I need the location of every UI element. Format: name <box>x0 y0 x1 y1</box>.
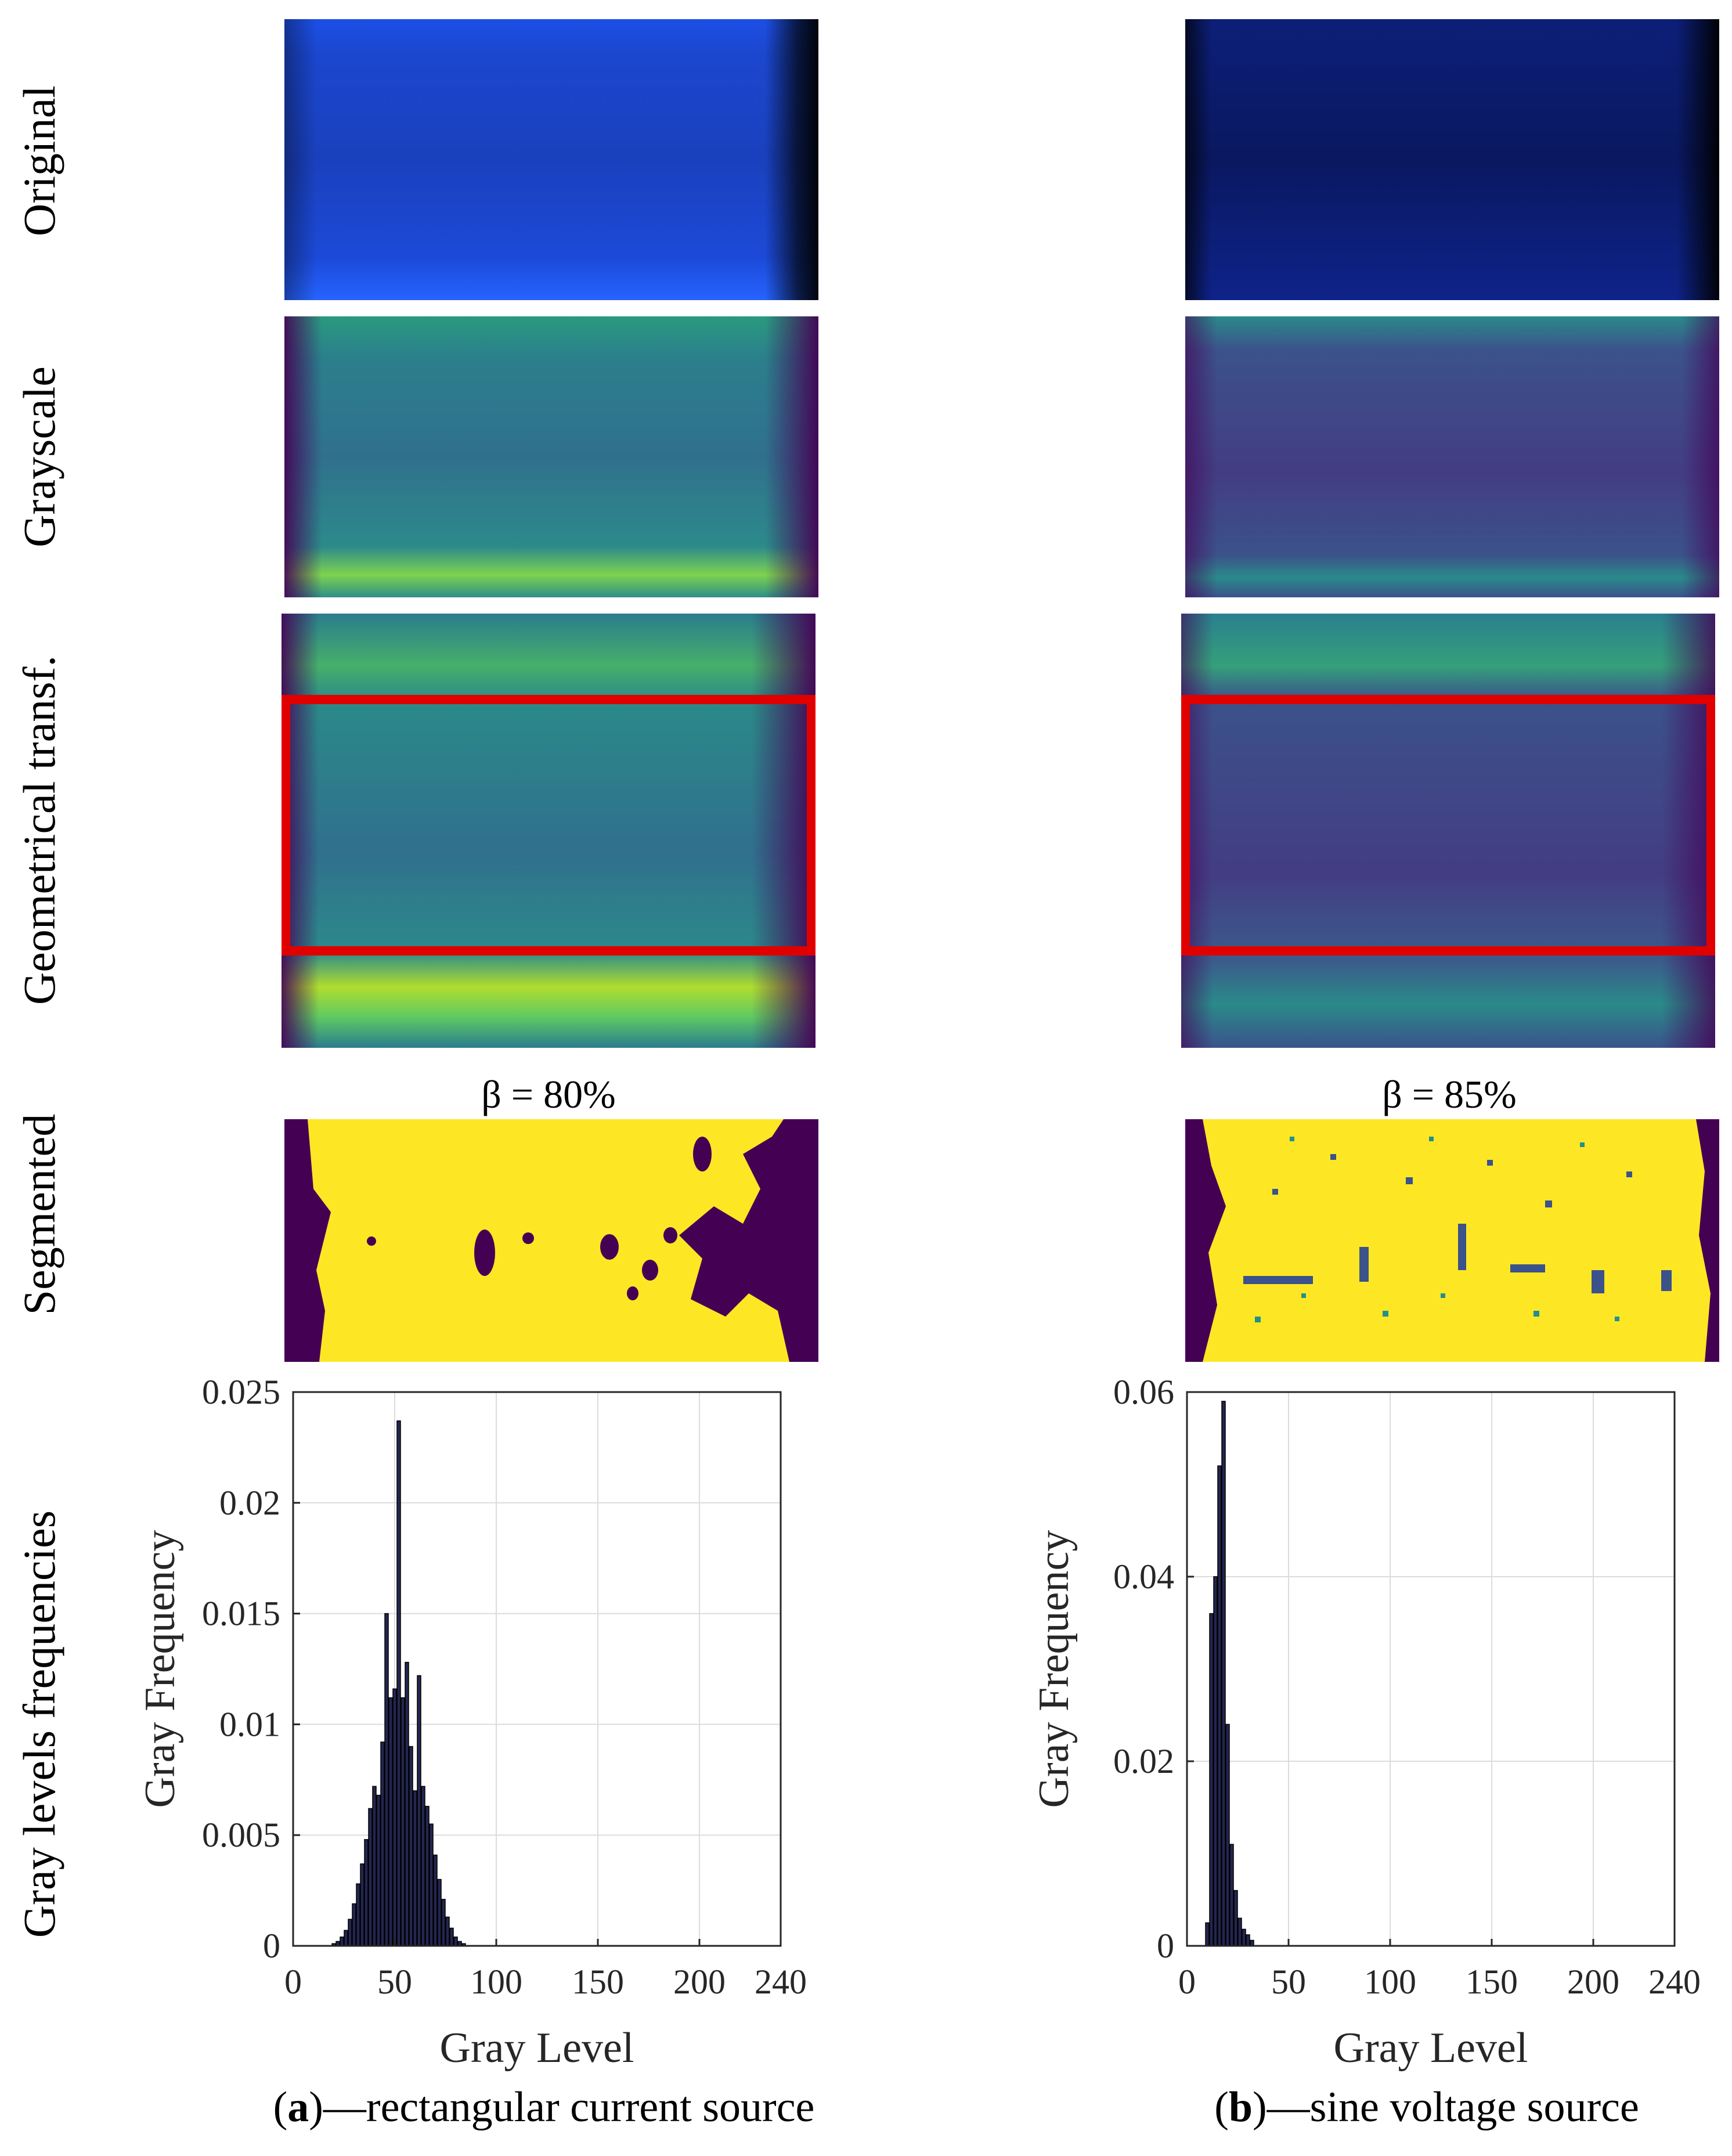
x-tick-label-b: 150 <box>1466 1963 1518 2001</box>
bar-b <box>1237 1917 1242 1946</box>
x-tick-label-b: 100 <box>1364 1963 1416 2001</box>
bar-a <box>425 1805 430 1946</box>
bar-a <box>360 1863 365 1946</box>
bar-a <box>376 1794 381 1946</box>
bar-b <box>1242 1928 1246 1946</box>
y-tick-label-b: 0.06 <box>1113 1373 1174 1411</box>
caption-b-text: —sine voltage source <box>1266 2083 1639 2131</box>
grayscale-image-a <box>284 316 818 597</box>
bar-b <box>1209 1613 1214 1946</box>
y-tick-label-a: 0.025 <box>202 1373 280 1411</box>
bar-a <box>421 1786 425 1946</box>
original-image-b <box>1185 19 1719 300</box>
bar-a <box>396 1420 401 1946</box>
x-axis-label-a: Gray Level <box>440 2024 634 2072</box>
y-tick-label-a: 0 <box>263 1927 280 1965</box>
bar-b <box>1233 1890 1238 1946</box>
bar-a <box>388 1697 393 1946</box>
bar-a <box>405 1661 409 1946</box>
x-tick-label-b: 50 <box>1271 1963 1306 2001</box>
original-image-a <box>284 19 818 300</box>
beta-label-b: β = 85% <box>1382 1072 1517 1116</box>
x-tick-label-a: 0 <box>284 1963 302 2001</box>
bar-a <box>400 1697 405 1946</box>
y-tick-label-b: 0.04 <box>1113 1557 1174 1596</box>
x-tick-label-a: 100 <box>470 1963 522 2001</box>
bar-a <box>368 1808 373 1946</box>
bar-a <box>433 1854 438 1946</box>
bar-b <box>1205 1922 1210 1946</box>
y-tick-label-b: 0 <box>1157 1927 1174 1965</box>
bar-a <box>441 1899 446 1946</box>
bar-a <box>449 1927 454 1946</box>
bar-a <box>340 1936 344 1946</box>
axes-box-b <box>1186 1391 1676 1947</box>
geometrical-transform-image-b <box>1181 614 1715 1048</box>
bar-a <box>348 1919 352 1946</box>
bar-b <box>1246 1934 1250 1946</box>
x-tick-label-a: 240 <box>755 1963 807 2001</box>
bar-a <box>417 1675 421 1946</box>
bar-a <box>384 1613 389 1946</box>
x-tick-label-a: 50 <box>377 1963 412 2001</box>
bar-b <box>1225 1724 1230 1946</box>
geometrical-transform-image-a <box>282 614 816 1048</box>
bar-a <box>352 1903 356 1946</box>
caption-b: (b)—sine voltage source <box>1214 2083 1639 2131</box>
segmented-image-a <box>284 1119 818 1362</box>
roi-box-a <box>282 695 816 956</box>
roi-box-b <box>1181 695 1715 956</box>
bar-a <box>409 1746 413 1946</box>
bar-b <box>1221 1401 1226 1946</box>
plot-area-b <box>1187 1392 1675 1946</box>
bar-a <box>392 1688 397 1946</box>
bar-a <box>356 1883 360 1946</box>
bar-a <box>344 1930 348 1946</box>
grayscale-image-b <box>1185 316 1719 597</box>
y-tick-label-a: 0.02 <box>219 1484 280 1522</box>
y-tick-label-a: 0.01 <box>219 1705 280 1743</box>
axes-box-a <box>292 1391 782 1947</box>
x-tick-label-a: 150 <box>572 1963 624 2001</box>
bar-b <box>1229 1844 1234 1946</box>
bar-a <box>429 1823 434 1946</box>
bar-a <box>453 1936 458 1946</box>
y-axis-label-b: Gray Frequency <box>1030 1530 1078 1808</box>
x-tick-label-b: 200 <box>1567 1963 1619 2001</box>
bar-a <box>364 1839 369 1946</box>
y-tick-label-b: 0.02 <box>1113 1742 1174 1780</box>
bar-a <box>437 1879 442 1946</box>
bar-a <box>413 1790 417 1946</box>
segmented-image-b <box>1185 1119 1719 1362</box>
beta-label-a: β = 80% <box>481 1072 616 1116</box>
y-axis-label-a: Gray Frequency <box>136 1530 184 1808</box>
bar-b <box>1213 1576 1218 1946</box>
y-tick-label-a: 0.015 <box>202 1595 280 1633</box>
x-axis-label-b: Gray Level <box>1334 2024 1528 2072</box>
y-tick-label-a: 0.005 <box>202 1816 280 1854</box>
x-tick-label-b: 0 <box>1178 1963 1196 2001</box>
bar-a <box>445 1916 450 1946</box>
x-tick-label-a: 200 <box>673 1963 726 2001</box>
bar-b <box>1217 1465 1222 1946</box>
x-tick-label-b: 240 <box>1648 1963 1701 2001</box>
bar-a <box>380 1742 385 1946</box>
caption-a-text: —rectangular current source <box>323 2083 815 2131</box>
caption-b-letter: b <box>1228 2083 1253 2131</box>
caption-a: (a)—rectangular current source <box>273 2083 815 2131</box>
bar-a <box>372 1786 377 1946</box>
caption-a-letter: a <box>287 2083 309 2131</box>
